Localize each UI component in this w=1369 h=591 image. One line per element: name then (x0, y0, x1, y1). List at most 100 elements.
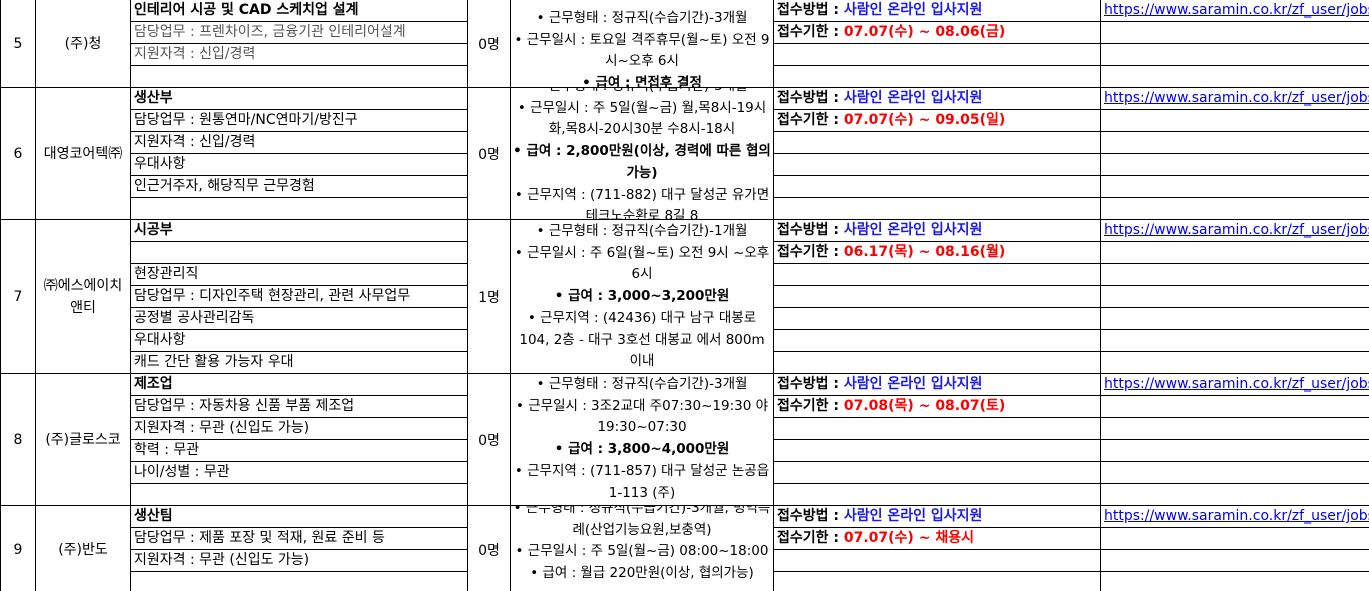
job-detail-cell[interactable]: 우대사항 (131, 154, 467, 176)
job-detail-cell[interactable]: 생산팀 (131, 506, 467, 528)
work-conditions[interactable]: • 근무형태 : 정규직(수습기간)-3개월, 병역특례(산업기능요원,보충역)… (510, 506, 773, 591)
application-deadline[interactable]: 접수기한 : 07.07(수) ~ 채용시 (774, 528, 1100, 550)
application-deadline[interactable]: 접수기한 : 07.07(수) ~ 08.06(금) (774, 22, 1100, 44)
empty-cell[interactable] (774, 154, 1100, 176)
application-method[interactable]: 접수방법 : 사람인 온라인 입사지원 (774, 88, 1100, 110)
empty-cell[interactable] (774, 176, 1100, 198)
empty-cell[interactable] (1101, 154, 1369, 176)
job-detail-cell[interactable]: 담당업무 : 자동차용 신품 부품 제조업 (131, 396, 467, 418)
job-detail-cell[interactable] (131, 242, 467, 264)
headcount[interactable]: 0명 (467, 374, 510, 506)
empty-cell[interactable] (774, 308, 1100, 330)
job-detail-cell[interactable]: 우대사항 (131, 330, 467, 352)
empty-cell[interactable] (774, 44, 1100, 66)
application-method[interactable]: 접수방법 : 사람인 온라인 입사지원 (774, 374, 1100, 396)
work-conditions[interactable]: • 근무형태 : 정규직(수습기간)-1개월 • 근무일시 : 주 6일(월~토)… (510, 220, 773, 374)
job-detail-cell[interactable]: 제조업 (131, 374, 467, 396)
application-deadline[interactable]: 접수기한 : 06.17(목) ~ 08.16(월) (774, 242, 1100, 264)
empty-cell[interactable] (1101, 352, 1369, 374)
company-name[interactable]: (주)글로스코 (35, 374, 130, 506)
job-posting-link-cell[interactable]: https://www.saramin.co.kr/zf_user/jobs/ (1101, 374, 1369, 396)
job-detail-cell[interactable]: 학력 : 무관 (131, 440, 467, 462)
empty-cell[interactable] (1101, 418, 1369, 440)
job-detail-cell[interactable]: 인테리어 시공 및 CAD 스케치업 설계 (131, 0, 467, 22)
empty-cell[interactable] (1101, 198, 1369, 220)
job-posting-link-cell[interactable]: https://www.saramin.co.kr/zf_user/jobs/ (1101, 88, 1369, 110)
empty-cell[interactable] (774, 572, 1100, 591)
job-detail-cell[interactable]: 공정별 공사관리감독 (131, 308, 467, 330)
application-method[interactable]: 접수방법 : 사람인 온라인 입사지원 (774, 220, 1100, 242)
empty-cell[interactable] (1101, 440, 1369, 462)
job-posting-link[interactable]: https://www.saramin.co.kr/zf_user/jobs/ (1104, 90, 1369, 106)
job-detail-cell[interactable] (131, 572, 467, 591)
application-deadline[interactable]: 접수기한 : 07.08(목) ~ 08.07(토) (774, 396, 1100, 418)
empty-cell[interactable] (1101, 330, 1369, 352)
application-deadline[interactable]: 접수기한 : 07.07(수) ~ 09.05(일) (774, 110, 1100, 132)
job-detail-cell[interactable] (131, 484, 467, 506)
application-method[interactable]: 접수방법 : 사람인 온라인 입사지원 (774, 0, 1100, 22)
row-number[interactable]: 8 (0, 374, 35, 506)
job-posting-link[interactable]: https://www.saramin.co.kr/zf_user/jobs/ (1104, 2, 1369, 18)
empty-cell[interactable] (774, 330, 1100, 352)
company-name[interactable]: (주)반도 (35, 506, 130, 591)
empty-cell[interactable] (1101, 572, 1369, 591)
row-number[interactable]: 6 (0, 88, 35, 220)
empty-cell[interactable] (1101, 22, 1369, 44)
empty-cell[interactable] (1101, 308, 1369, 330)
empty-cell[interactable] (774, 286, 1100, 308)
empty-cell[interactable] (774, 418, 1100, 440)
empty-cell[interactable] (1101, 264, 1369, 286)
job-posting-link-cell[interactable]: https://www.saramin.co.kr/zf_user/jobs/ (1101, 220, 1369, 242)
empty-cell[interactable] (1101, 528, 1369, 550)
row-number[interactable]: 7 (0, 220, 35, 374)
empty-cell[interactable] (1101, 66, 1369, 88)
job-detail-cell[interactable]: 지원자격 : 신입/경력 (131, 44, 467, 66)
job-detail-cell[interactable]: 지원자격 : 무관 (신입도 가능) (131, 418, 467, 440)
job-detail-cell[interactable] (131, 198, 467, 220)
job-posting-link-cell[interactable]: https://www.saramin.co.kr/zf_user/jobs/ (1101, 506, 1369, 528)
empty-cell[interactable] (1101, 396, 1369, 418)
work-conditions[interactable]: • 근무형태 : 정규직(수습기간)-3개월• 근무일시 : 주 5일(월~금)… (510, 88, 773, 220)
job-detail-cell[interactable]: 지원자격 : 신입/경력 (131, 132, 467, 154)
empty-cell[interactable] (1101, 550, 1369, 572)
headcount[interactable]: 0명 (467, 506, 510, 591)
job-posting-link[interactable]: https://www.saramin.co.kr/zf_user/jobs/ (1104, 222, 1369, 238)
empty-cell[interactable] (774, 352, 1100, 374)
empty-cell[interactable] (774, 484, 1100, 506)
empty-cell[interactable] (1101, 132, 1369, 154)
row-number[interactable]: 5 (0, 0, 35, 88)
empty-cell[interactable] (774, 550, 1100, 572)
empty-cell[interactable] (774, 440, 1100, 462)
job-detail-cell[interactable]: 지원자격 : 무관 (신입도 가능) (131, 550, 467, 572)
empty-cell[interactable] (1101, 44, 1369, 66)
job-posting-link[interactable]: https://www.saramin.co.kr/zf_user/jobs/ (1104, 508, 1369, 524)
empty-cell[interactable] (1101, 176, 1369, 198)
empty-cell[interactable] (774, 264, 1100, 286)
empty-cell[interactable] (774, 66, 1100, 88)
headcount[interactable]: 0명 (467, 0, 510, 88)
empty-cell[interactable] (774, 462, 1100, 484)
company-name[interactable]: (주)청 (35, 0, 130, 88)
row-number[interactable]: 9 (0, 506, 35, 591)
empty-cell[interactable] (1101, 110, 1369, 132)
empty-cell[interactable] (1101, 462, 1369, 484)
job-detail-cell[interactable]: 담당업무 : 원통연마/NC연마기/방진구 (131, 110, 467, 132)
job-detail-cell[interactable]: 인근거주자, 해당직무 근무경험 (131, 176, 467, 198)
job-detail-cell[interactable] (131, 66, 467, 88)
company-name[interactable]: ㈜에스에이치앤티 (35, 220, 130, 374)
job-detail-cell[interactable]: 담당업무 : 프렌차이즈, 금융기관 인테리어설계 (131, 22, 467, 44)
job-posting-link-cell[interactable]: https://www.saramin.co.kr/zf_user/jobs/ (1101, 0, 1369, 22)
empty-cell[interactable] (1101, 242, 1369, 264)
work-conditions[interactable]: • 근무형태 : 정규직(수습기간)-3개월 • 근무일시 : 3조2교대 주07… (510, 374, 773, 506)
job-detail-cell[interactable]: 캐드 간단 활용 가능자 우대 (131, 352, 467, 374)
job-posting-link[interactable]: https://www.saramin.co.kr/zf_user/jobs/ (1104, 376, 1369, 392)
empty-cell[interactable] (1101, 286, 1369, 308)
job-detail-cell[interactable]: 담당업무 : 제품 포장 및 적재, 원료 준비 등 (131, 528, 467, 550)
empty-cell[interactable] (774, 132, 1100, 154)
empty-cell[interactable] (774, 198, 1100, 220)
headcount[interactable]: 1명 (467, 220, 510, 374)
job-detail-cell[interactable]: 나이/성별 : 무관 (131, 462, 467, 484)
company-name[interactable]: 대영코어텍㈜ (35, 88, 130, 220)
job-detail-cell[interactable]: 담당업무 : 디자인주택 현장관리, 관련 사무업무 (131, 286, 467, 308)
job-detail-cell[interactable]: 시공부 (131, 220, 467, 242)
